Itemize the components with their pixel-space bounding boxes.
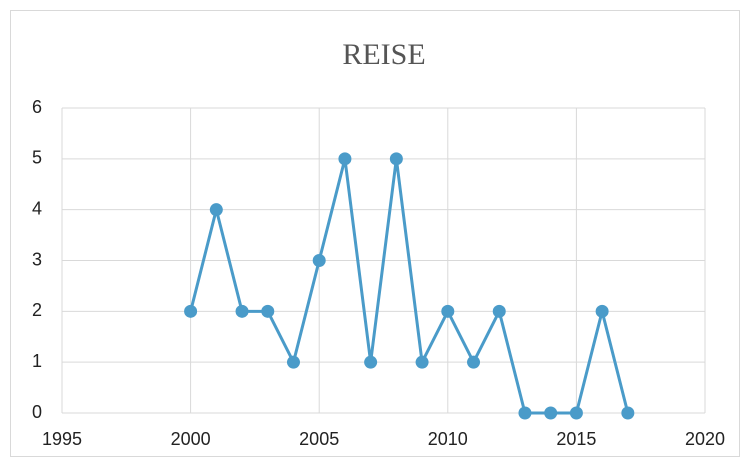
data-point <box>286 355 300 369</box>
data-point <box>441 304 455 318</box>
data-point <box>209 203 223 217</box>
x-tick-label: 1995 <box>42 429 82 449</box>
data-point <box>544 406 558 420</box>
x-tick-label: 2000 <box>171 429 211 449</box>
y-tick-label: 2 <box>32 300 42 320</box>
x-tick-label: 2020 <box>685 429 725 449</box>
x-tick-label: 2015 <box>556 429 596 449</box>
data-point <box>364 355 378 369</box>
data-point <box>338 152 352 166</box>
y-tick-label: 3 <box>32 249 42 269</box>
y-tick-label: 5 <box>32 148 42 168</box>
y-tick-label: 1 <box>32 351 42 371</box>
x-tick-label: 2010 <box>428 429 468 449</box>
data-point <box>312 254 326 267</box>
data-point <box>467 355 481 369</box>
x-tick-label: 2005 <box>299 429 339 449</box>
chart-title: REISE <box>342 38 425 71</box>
data-point <box>621 406 635 420</box>
data-point <box>415 355 429 369</box>
data-point <box>235 304 249 318</box>
chart-frame <box>10 10 740 457</box>
y-tick-label: 6 <box>32 97 42 117</box>
data-point <box>492 304 506 318</box>
data-point <box>595 304 609 318</box>
data-point <box>389 152 403 166</box>
data-point <box>261 304 275 318</box>
data-point <box>184 304 198 318</box>
y-tick-label: 4 <box>32 198 42 218</box>
y-tick-label: 0 <box>32 402 42 422</box>
data-point <box>569 406 583 420</box>
data-point <box>518 406 532 420</box>
